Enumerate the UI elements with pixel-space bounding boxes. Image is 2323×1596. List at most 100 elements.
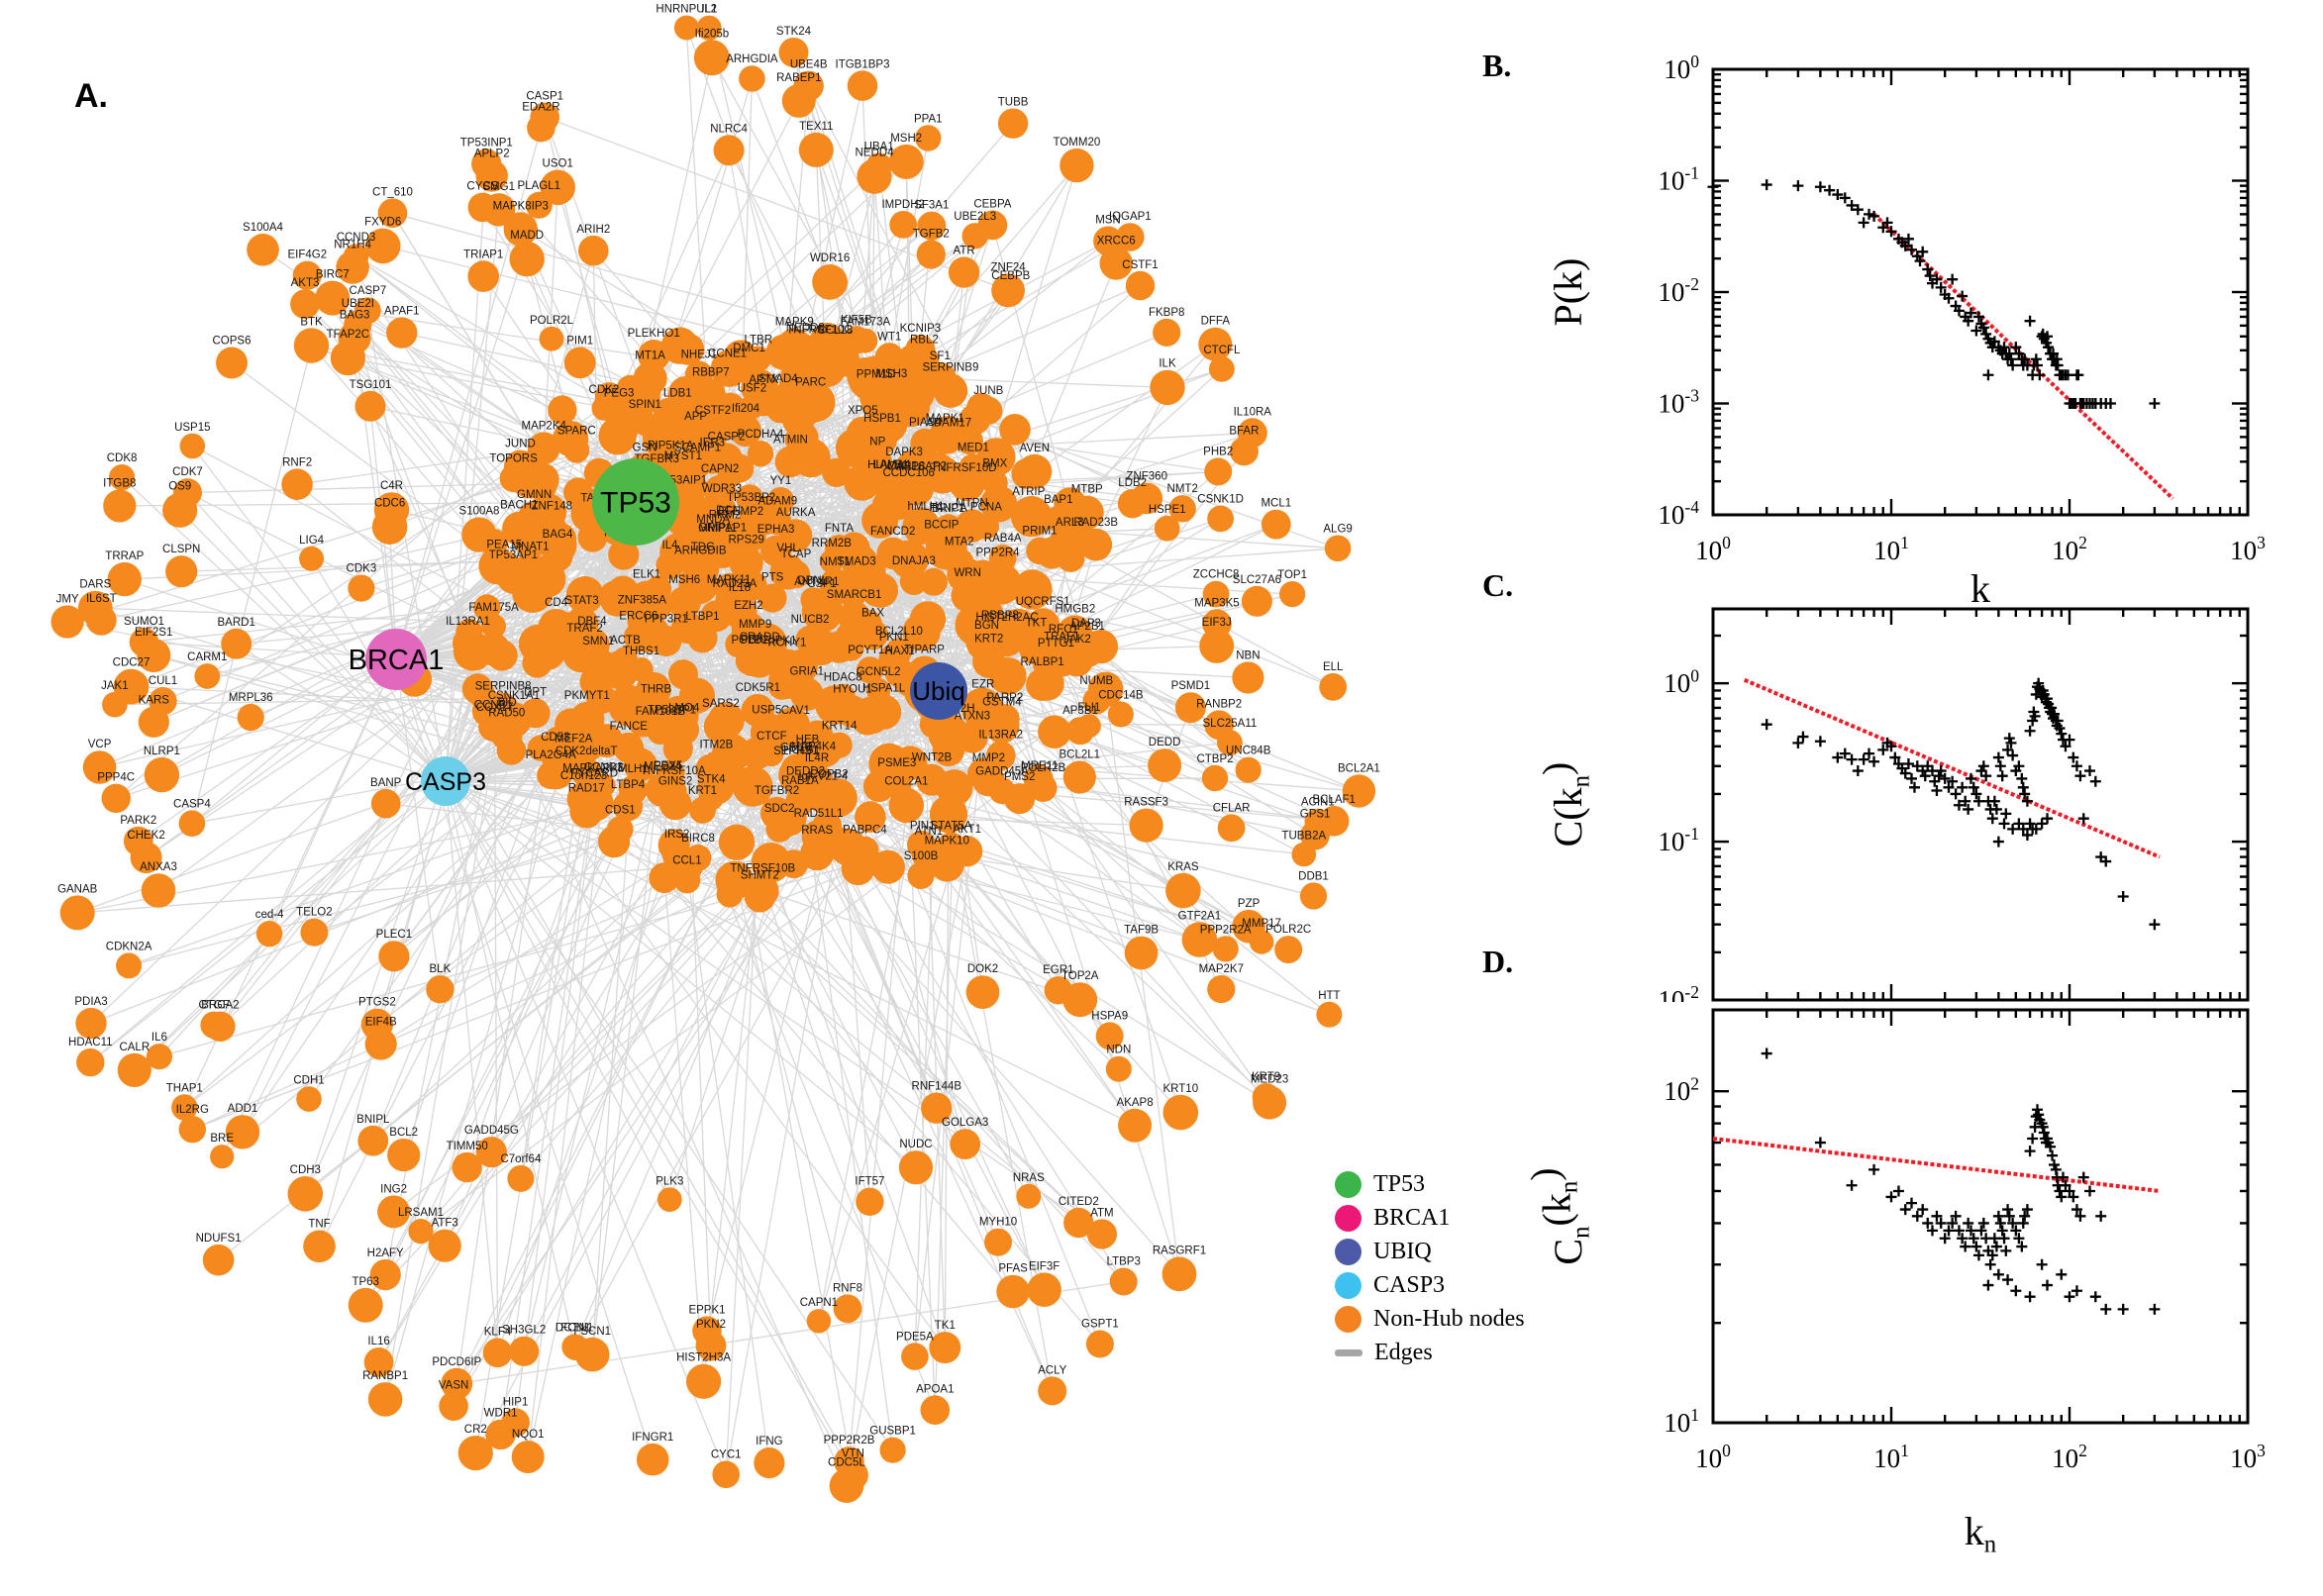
node-label: IL6	[152, 1032, 167, 1044]
node-label: KRT2	[974, 634, 1003, 646]
node-label: NRAS	[1013, 1172, 1045, 1184]
data-point	[2042, 331, 2054, 343]
data-point	[1982, 1279, 1994, 1291]
network-node	[363, 1347, 394, 1377]
node-label: GANAB	[57, 883, 98, 895]
network-node	[812, 264, 848, 300]
legend-item: BRCA1	[1335, 1205, 1525, 1232]
network-node	[137, 638, 171, 673]
data-point	[2068, 1191, 2079, 1203]
data-point	[2019, 1210, 2031, 1222]
node-label: KRT14	[822, 721, 858, 733]
data-point	[2054, 723, 2066, 735]
data-point	[1957, 1233, 1969, 1245]
network-node	[467, 260, 500, 292]
axis-ticks	[1711, 67, 2250, 517]
node-label: TOP2A	[1061, 970, 1099, 982]
node-label: PTTG1	[1038, 638, 1074, 649]
node-label: BCL2	[389, 1127, 418, 1139]
node-label: CD4	[545, 597, 568, 609]
node-label: BRE	[210, 1133, 234, 1145]
node-label: JAK2	[1063, 634, 1091, 646]
data-point	[2052, 359, 2064, 371]
node-label: EZH2	[734, 600, 762, 612]
node-label: EGR1	[1043, 964, 1073, 976]
network-node	[1093, 226, 1123, 256]
data-point	[2036, 1258, 2048, 1270]
data-point	[1972, 795, 1984, 807]
data-point	[2032, 1104, 2044, 1116]
network-node	[989, 657, 1027, 695]
node-label: BCL2L1	[1060, 748, 1101, 760]
network-node	[751, 843, 791, 883]
node-label: NQO1	[512, 1429, 545, 1441]
data-point	[2060, 741, 2071, 752]
data-point	[1998, 818, 2010, 830]
node-label: FAM101B	[636, 706, 686, 718]
node-label: PLK3	[656, 1175, 683, 1187]
network-node	[1174, 692, 1206, 724]
network-node	[1062, 760, 1096, 794]
node-label: CDC27	[113, 657, 151, 669]
tp53-node-icon	[1335, 1171, 1362, 1198]
node-label: TFAP2C	[327, 329, 369, 341]
node-label: KCNIP3	[900, 323, 942, 335]
data-point	[1996, 1225, 2008, 1237]
data-point	[2013, 348, 2025, 359]
node-label: POLR2L	[530, 315, 574, 327]
tick-labels: 100 101 102 103 100 10-1 10-2 10-3 10-4	[1658, 51, 2266, 565]
node-label: MSH2	[890, 133, 922, 145]
node-label: THBS1	[623, 646, 659, 657]
power-law-fit-line	[1743, 677, 2161, 859]
node-label: CEBPA	[973, 199, 1011, 211]
data-point	[1929, 775, 1941, 787]
network-node	[59, 895, 95, 931]
node-label: GCN5L2	[857, 666, 901, 678]
plot-frame	[1711, 607, 2250, 1002]
node-label: IL10RA	[1234, 406, 1272, 418]
network-node	[428, 1229, 461, 1262]
node-label: TRAF1	[1044, 632, 1079, 644]
node-label: WDR33	[702, 483, 742, 495]
network-node	[676, 853, 703, 880]
data-point	[2052, 715, 2064, 727]
node-label: BMX	[982, 458, 1007, 470]
node-label: UBE2I	[342, 298, 374, 310]
network-node	[178, 810, 206, 837]
node-label: TUBB2A	[1281, 831, 1326, 843]
network-node	[1202, 580, 1230, 608]
network-node	[1109, 1267, 1138, 1296]
data-point	[2034, 369, 2046, 381]
network-node	[955, 604, 997, 647]
network-node	[370, 788, 401, 819]
node-label: KARS	[139, 695, 170, 707]
node-label: AKT1	[953, 824, 981, 836]
node-label: SERPINB9	[922, 361, 978, 373]
node-label: BLK	[430, 963, 452, 975]
network-node	[902, 507, 941, 546]
network-node	[844, 464, 880, 501]
node-label: TP53AP1	[489, 549, 538, 561]
node-label: SUMO1	[124, 616, 164, 628]
data-point	[2007, 1217, 2019, 1229]
node-label: DARS	[79, 579, 111, 591]
panel-b-label: B.	[1482, 48, 1512, 83]
network-node	[628, 708, 658, 738]
network-node	[1012, 569, 1053, 610]
node-label: CUL1	[149, 675, 177, 687]
node-label: KRT1	[688, 785, 717, 797]
node-label: MYST1	[664, 450, 702, 462]
data-point	[2077, 1171, 2089, 1183]
network-node	[1083, 629, 1119, 664]
data-point	[2007, 749, 2019, 761]
node-label: COL2A1	[884, 776, 928, 788]
node-label: LIG4	[299, 535, 325, 547]
data-point	[1868, 755, 1880, 767]
network-node	[889, 540, 929, 579]
network-node	[1038, 715, 1071, 748]
network-nodes	[50, 15, 1376, 1503]
network-node	[1324, 535, 1352, 562]
data-point	[1761, 1047, 1772, 1059]
node-label: JUND	[505, 439, 536, 450]
network-node	[1044, 976, 1073, 1005]
